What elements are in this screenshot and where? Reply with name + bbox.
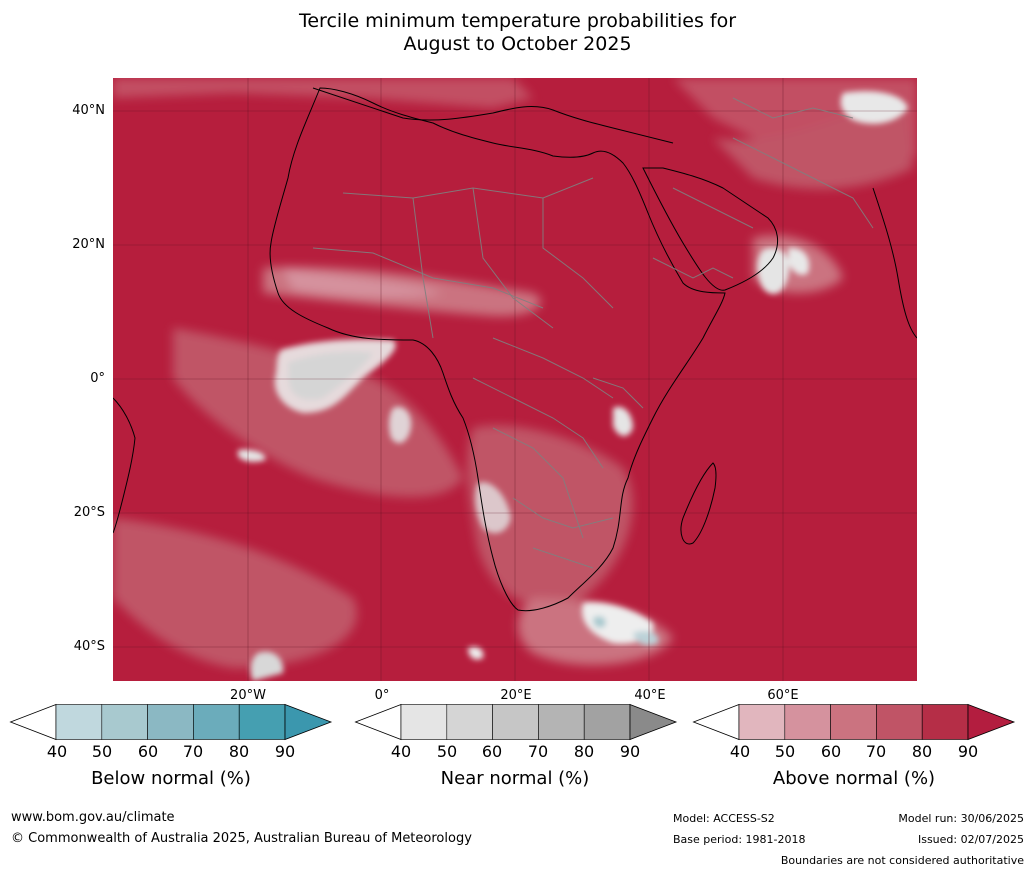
colorbar-bin <box>55 704 103 740</box>
colorbar-upper-extension <box>967 703 1016 741</box>
copyright-text: © Commonwealth of Australia 2025, Austra… <box>11 831 472 846</box>
colorbar-bin <box>400 704 448 740</box>
lat-label-20n: 20°N <box>72 237 105 252</box>
colorbar-near-svg <box>354 703 678 741</box>
near-normal-areas <box>238 91 908 681</box>
lat-label-40s: 40°S <box>73 639 105 654</box>
colorbar-lower-extension <box>9 703 57 741</box>
colorbar-bin <box>101 704 148 740</box>
near-tick-90: 90 <box>619 742 641 761</box>
lon-label-20w: 20°W <box>230 688 266 703</box>
title-line-1: Tercile minimum temperature probabilitie… <box>298 10 737 32</box>
colorbar-bin <box>492 704 539 740</box>
graticule <box>113 78 917 681</box>
colorbar-below-svg <box>9 703 333 741</box>
colorbar-bin <box>738 704 786 740</box>
lon-label-40e: 40°E <box>634 688 666 703</box>
model-text: Model: ACCESS-S2 <box>673 812 775 825</box>
lat-label-20s: 20°S <box>73 505 105 520</box>
lon-label-0: 0° <box>374 688 390 703</box>
base-period-text: Base period: 1981-2018 <box>673 833 806 846</box>
colorbar-bin <box>921 704 969 740</box>
colorbar-bin <box>876 704 923 740</box>
probability-map <box>113 78 917 681</box>
colorbar-bin <box>784 704 831 740</box>
colorbar-lower-extension <box>692 703 740 741</box>
above-tick-80: 80 <box>911 742 933 761</box>
lon-label-20e: 20°E <box>500 688 532 703</box>
lat-label-0: 0° <box>90 371 105 386</box>
colorbar-bin <box>446 704 493 740</box>
colorbar-lower-extension <box>354 703 402 741</box>
above-tick-50: 50 <box>774 742 796 761</box>
above-tick-60: 60 <box>820 742 842 761</box>
colorbar-below-normal <box>9 703 333 741</box>
lon-label-60e: 60°E <box>767 688 799 703</box>
below-tick-50: 50 <box>91 742 113 761</box>
issued-text: Issued: 02/07/2025 <box>917 833 1024 846</box>
map-title: Tercile minimum temperature probabilitie… <box>0 10 1035 56</box>
country-borders <box>312 97 874 569</box>
near-tick-50: 50 <box>436 742 458 761</box>
near-tick-80: 80 <box>573 742 595 761</box>
colorbar-near-normal <box>354 703 678 741</box>
title-line-2: August to October 2025 <box>403 33 632 55</box>
boundaries-note: Boundaries are not considered authoritat… <box>780 854 1024 867</box>
colorbar-above-normal <box>692 703 1016 741</box>
above-tick-70: 70 <box>865 742 887 761</box>
colorbar-upper-extension <box>629 703 678 741</box>
colorbar-upper-extension <box>284 703 333 741</box>
colorbar-bin <box>193 704 240 740</box>
near-tick-70: 70 <box>527 742 549 761</box>
below-tick-60: 60 <box>137 742 159 761</box>
website-link[interactable]: www.bom.gov.au/climate <box>11 810 175 825</box>
above-tick-90: 90 <box>957 742 979 761</box>
colorbar-bin <box>830 704 877 740</box>
above-normal-title: Above normal (%) <box>772 768 936 789</box>
near-tick-40: 40 <box>390 742 412 761</box>
colorbar-bin <box>538 704 585 740</box>
coastlines <box>113 87 917 612</box>
colorbar-bin <box>238 704 286 740</box>
colorbar-above-svg <box>692 703 1016 741</box>
below-tick-40: 40 <box>46 742 68 761</box>
colorbar-bin <box>147 704 194 740</box>
near-tick-60: 60 <box>481 742 503 761</box>
below-normal-title: Below normal (%) <box>91 768 251 789</box>
below-tick-80: 80 <box>228 742 250 761</box>
lat-label-40n: 40°N <box>72 103 105 118</box>
below-tick-90: 90 <box>274 742 296 761</box>
near-normal-title: Near normal (%) <box>440 768 590 789</box>
colorbar-bin <box>583 704 631 740</box>
below-tick-70: 70 <box>182 742 204 761</box>
model-run-text: Model run: 30/06/2025 <box>898 812 1024 825</box>
above-tick-40: 40 <box>729 742 751 761</box>
map-svg <box>113 78 917 681</box>
